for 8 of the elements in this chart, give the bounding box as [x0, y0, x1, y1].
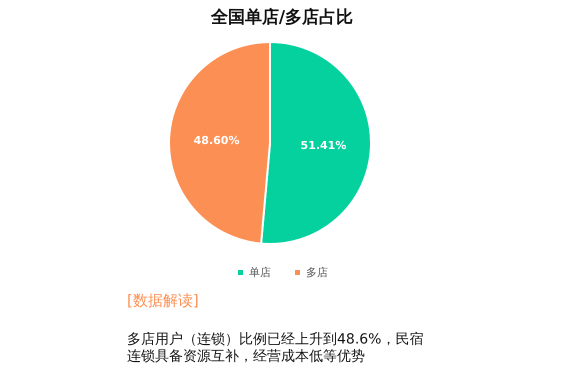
text: 多店用户（连锁）比例已经上升到48.6%，民宿: [127, 332, 424, 348]
legend-label: 单店: [249, 266, 271, 279]
legend-label: 多店: [306, 266, 328, 279]
text: 连锁具备资源互补，经营成本低等优势: [127, 348, 365, 364]
chart-title: 全国单店/多店占比: [210, 8, 354, 28]
data-label: 48.60%: [194, 134, 240, 148]
text: [数据解读]: [127, 292, 199, 310]
data-label: 51.41%: [300, 138, 346, 152]
